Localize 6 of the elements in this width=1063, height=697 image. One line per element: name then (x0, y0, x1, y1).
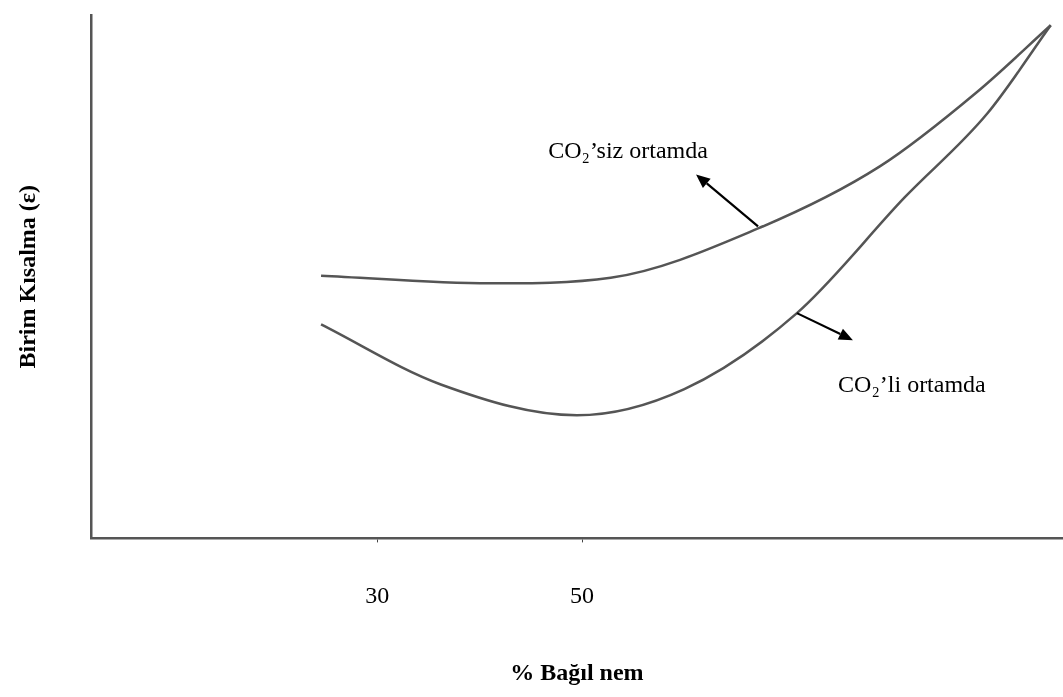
y-axis-title: Birim Kısalma (ε) (13, 184, 40, 369)
annotation: CO₂’siz ortamda (548, 136, 709, 163)
x-tick-label: 30 (365, 582, 390, 609)
annotation: CO₂’li ortamda (838, 371, 987, 398)
x-tick-label: 50 (570, 582, 595, 609)
x-axis-title: % Bağıl nem (510, 658, 644, 685)
